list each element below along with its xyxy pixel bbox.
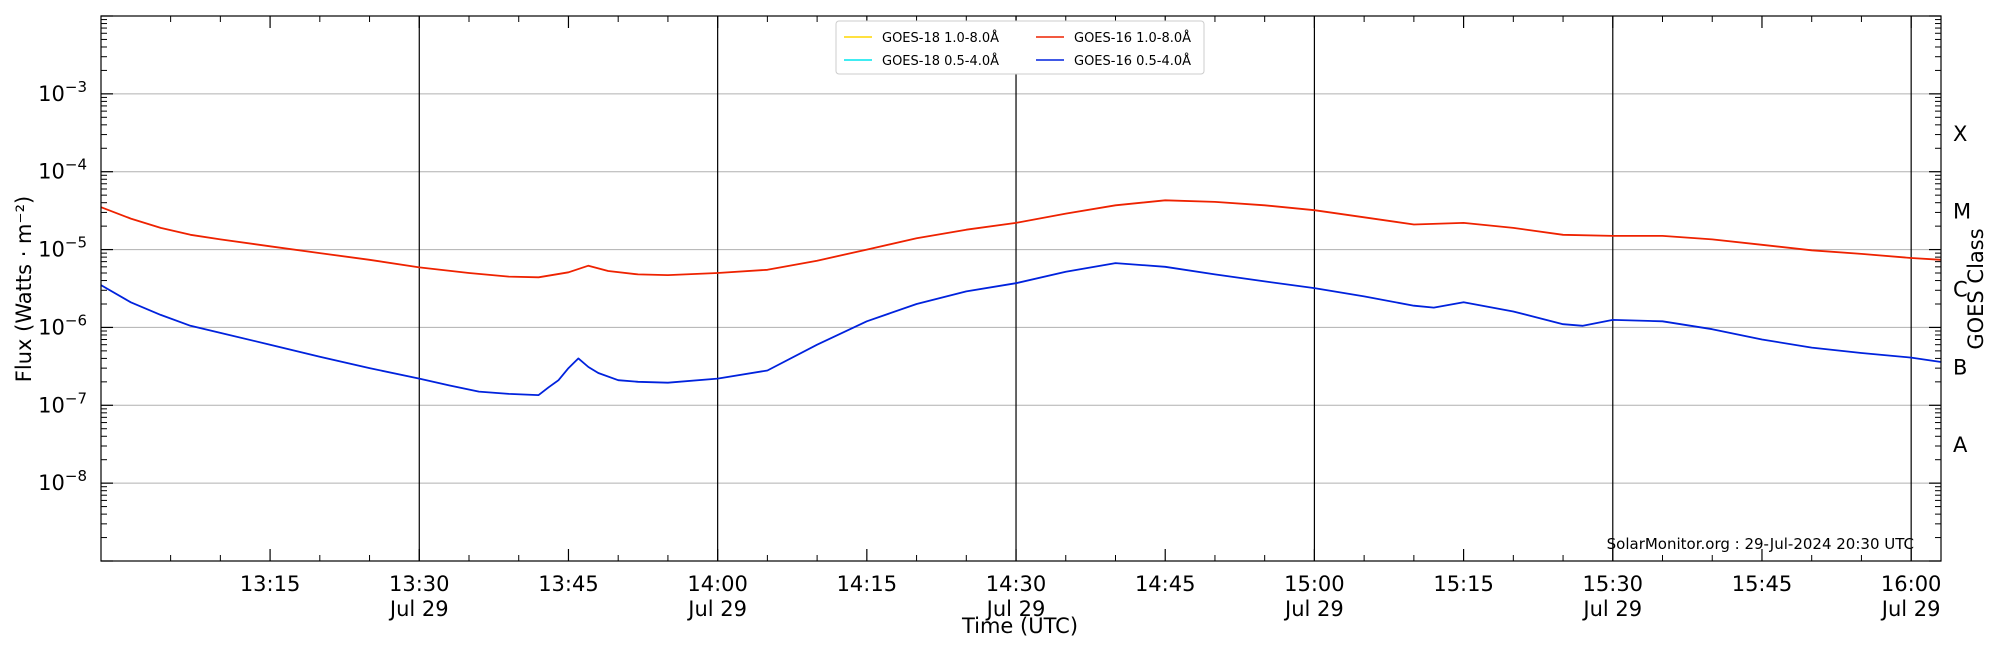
y-tick-label: 10−4 [38, 156, 87, 184]
x-tick-label: 13:45 [538, 572, 599, 596]
x-axis-title: Time (UTC) [961, 614, 1078, 638]
goes-class-label: C [1953, 278, 1968, 302]
x-tick-date-label: Jul 29 [1283, 597, 1344, 621]
y-tick-base: 10 [38, 160, 65, 184]
legend-label: GOES-18 1.0-8.0Å [882, 30, 999, 46]
goes-class-labels: X M C B A [1953, 122, 1971, 457]
x-tick-date-label: Jul 29 [985, 597, 1046, 621]
y-tick-exponent: −5 [65, 234, 87, 252]
x-tick-date-label: Jul 29 [686, 597, 747, 621]
goes-class-label: B [1953, 355, 1967, 379]
y-tick-base: 10 [38, 315, 65, 339]
axis-ticks [101, 15, 1941, 562]
right-axis-title: GOES Class [1964, 228, 1988, 349]
x-tick-date-label: Jul 29 [388, 597, 449, 621]
x-tick-label: 16:00 [1881, 572, 1942, 596]
x-tick-label: 14:45 [1135, 572, 1196, 596]
y-tick-label: 10−8 [38, 467, 87, 495]
x-tick-date-label: Jul 29 [1581, 597, 1642, 621]
x-tick-label: 14:15 [837, 572, 898, 596]
y-tick-base: 10 [38, 393, 65, 417]
legend-label: GOES-18 0.5-4.0Å [882, 53, 999, 69]
y-tick-exponent: −3 [65, 78, 87, 96]
y-tick-base: 10 [38, 82, 65, 106]
series-line [100, 262, 1942, 397]
x-tick-label: 15:45 [1732, 572, 1793, 596]
y-tick-label: 10−5 [38, 234, 87, 262]
legend: GOES-18 1.0-8.0Å GOES-18 0.5-4.0Å GOES-16 … [835, 20, 1205, 75]
x-tick-label: 13:15 [240, 572, 301, 596]
x-tick-date-label: Jul 29 [1880, 597, 1941, 621]
plot-frame [100, 15, 1942, 562]
day-vertical-lines [418, 16, 1912, 561]
credit-text: SolarMonitor.org : 29-Jul-2024 20:30 UTC [1607, 535, 1914, 553]
y-tick-exponent: −8 [65, 467, 87, 485]
x-tick-label: 13:30 [389, 572, 450, 596]
goes-class-label: M [1953, 200, 1971, 224]
y-tick-label: 10−7 [38, 389, 87, 417]
legend-label: GOES-16 0.5-4.0Å [1074, 53, 1191, 69]
y-tick-labels: 10−810−710−610−510−410−3 [38, 78, 87, 495]
y-tick-label: 10−6 [38, 311, 87, 339]
x-tick-label: 15:30 [1583, 572, 1644, 596]
series-layer [100, 199, 1942, 397]
x-tick-label: 15:15 [1433, 572, 1494, 596]
y-tick-exponent: −6 [65, 311, 87, 329]
x-tick-label: 15:00 [1284, 572, 1345, 596]
legend-box [835, 20, 1205, 75]
legend-label: GOES-16 1.0-8.0Å [1074, 30, 1191, 46]
y-axis-title: Flux (Watts · m⁻²) [12, 196, 36, 382]
x-tick-label: 14:30 [986, 572, 1047, 596]
y-tick-base: 10 [38, 238, 65, 262]
y-tick-label: 10−3 [38, 78, 87, 106]
y-tick-exponent: −4 [65, 156, 87, 174]
y-tick-base: 10 [38, 471, 65, 495]
y-tick-exponent: −7 [65, 389, 87, 407]
goes-class-label: A [1953, 433, 1968, 457]
grid-lines [101, 93, 1941, 484]
goes-class-label: X [1953, 122, 1967, 146]
x-tick-label: 14:00 [687, 572, 748, 596]
series-line [100, 199, 1942, 279]
